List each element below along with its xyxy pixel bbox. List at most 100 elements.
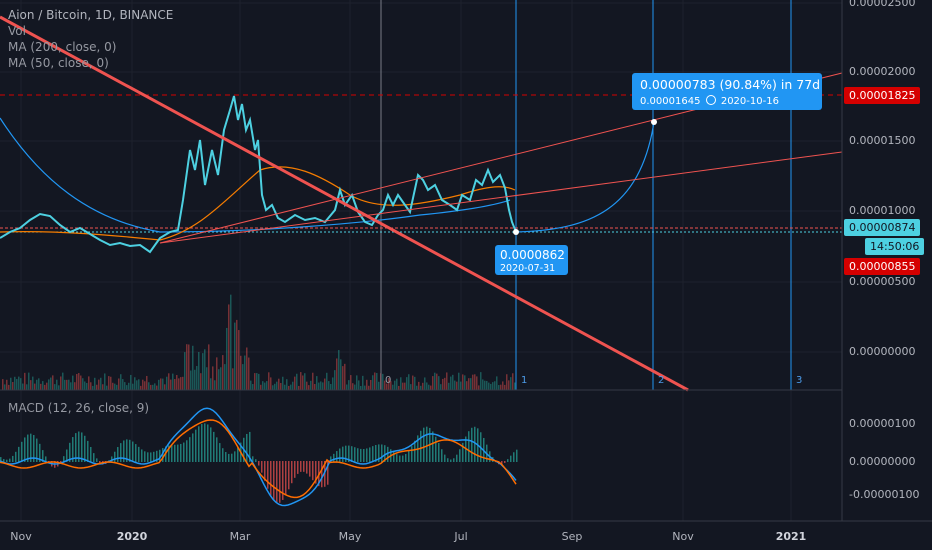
volume-bar xyxy=(164,384,166,390)
volume-bar xyxy=(296,373,298,390)
low-point-marker[interactable] xyxy=(513,229,519,235)
volume-bar xyxy=(276,381,278,390)
volume-bar xyxy=(200,373,202,390)
symbol-title[interactable]: Aion / Bitcoin, 1D, BINANCE xyxy=(8,8,174,22)
volume-bar xyxy=(190,370,192,390)
volume-bar xyxy=(290,384,292,390)
uptrend-channel-mid[interactable] xyxy=(159,151,843,244)
low-callout[interactable]: 0.0000862 2020-07-31 xyxy=(495,245,568,275)
macd-histogram-bar xyxy=(516,449,518,462)
measure-callout[interactable]: 0.00000783 (90.84%) in 77d 0.00001645 20… xyxy=(632,73,822,110)
macd-histogram-bar xyxy=(9,458,11,462)
macd-histogram-bar xyxy=(294,461,296,478)
volume-bar xyxy=(212,366,214,390)
volume-bar xyxy=(52,375,54,390)
macd-histogram-bar xyxy=(366,448,368,462)
macd-histogram-bar xyxy=(246,433,248,462)
macd-histogram-bar xyxy=(348,445,350,462)
macd-histogram-bar xyxy=(210,427,212,462)
legend-ma50[interactable]: MA (50, close, 0) xyxy=(8,56,109,70)
macd-histogram-bar xyxy=(300,461,302,472)
countdown-tag: 14:50:06 xyxy=(865,238,925,255)
volume-bar xyxy=(504,384,506,390)
volume-bar xyxy=(514,382,516,390)
macd-histogram-bar xyxy=(12,455,14,462)
legend-vol[interactable]: Vol xyxy=(8,24,26,38)
volume-bar xyxy=(286,379,288,390)
macd-histogram-bar xyxy=(426,426,428,462)
macd-histogram-bar xyxy=(387,446,389,462)
legend-ma200[interactable]: MA (200, close, 0) xyxy=(8,40,117,54)
volume-bar xyxy=(360,385,362,390)
volume-bar xyxy=(446,372,448,390)
volume-bar xyxy=(270,377,272,390)
volume-bar xyxy=(28,372,30,390)
legend-macd[interactable]: MACD (12, 26, close, 9) xyxy=(8,401,150,415)
volume-bar xyxy=(108,376,110,390)
macd-histogram-bar xyxy=(405,453,407,462)
macd-histogram-bar xyxy=(150,452,152,462)
volume-bar xyxy=(350,375,352,390)
volume-bar xyxy=(66,379,68,390)
macd-histogram-bar xyxy=(288,461,290,490)
volume-bar xyxy=(410,384,412,390)
volume-bar xyxy=(240,355,242,390)
volume-bar xyxy=(264,382,266,390)
macd-histogram-bar xyxy=(126,439,128,462)
volume-bar xyxy=(316,376,318,390)
volume-bar xyxy=(4,384,6,390)
macd-histogram-bar xyxy=(363,449,365,462)
volume-bar xyxy=(348,380,350,390)
downtrend-line[interactable] xyxy=(0,15,689,392)
volume-bar xyxy=(458,372,460,390)
volume-bar xyxy=(258,373,260,390)
volume-bar xyxy=(86,382,88,390)
time-tick: Nov xyxy=(672,530,694,543)
macd-histogram-bar xyxy=(321,461,323,488)
clock-icon xyxy=(705,95,716,105)
macd-histogram-bar xyxy=(462,442,464,462)
volume-bar xyxy=(32,376,34,390)
volume-bar xyxy=(70,382,72,390)
macd-histogram-bar xyxy=(219,443,221,462)
macd-histogram-bar xyxy=(474,426,476,462)
volume-bar xyxy=(138,379,140,390)
volume-bar xyxy=(136,380,138,390)
time-tick: Mar xyxy=(229,530,251,543)
macd-histogram-bar xyxy=(90,446,92,462)
macd-histogram-bar xyxy=(87,440,89,462)
target-point-marker[interactable] xyxy=(651,119,657,125)
macd-histogram-bar xyxy=(375,444,377,462)
macd-histogram-bar xyxy=(453,458,455,462)
volume-bar xyxy=(314,383,316,390)
volume-bar xyxy=(292,381,294,390)
macd-histogram-bar xyxy=(27,434,29,462)
macd-histogram-bar xyxy=(336,451,338,462)
macd-histogram-bar xyxy=(21,441,23,462)
volume-bar xyxy=(404,382,406,390)
macd-tick: 0.00000100 xyxy=(849,417,916,430)
macd-histogram-bar xyxy=(66,449,68,462)
volume-bar xyxy=(116,384,118,390)
volume-bar xyxy=(306,381,308,390)
macd-histogram-bar xyxy=(264,461,266,481)
macd-histogram-bar xyxy=(213,431,215,462)
macd-histogram-bar xyxy=(195,429,197,462)
macd-histogram-bar xyxy=(99,461,101,464)
macd-histogram-bar xyxy=(186,440,188,462)
macd-histogram-bar xyxy=(369,447,371,462)
volume-bar xyxy=(282,376,284,390)
measure-callout-line2: 0.00001645 2020-10-16 xyxy=(640,95,779,107)
macd-histogram-bar xyxy=(171,444,173,462)
macd-tick: -0.00000100 xyxy=(849,488,920,501)
volume-bar xyxy=(18,376,20,390)
volume-bar xyxy=(222,355,224,390)
volume-bar xyxy=(100,377,102,390)
measure-target-date: 2020-10-16 xyxy=(720,96,779,107)
volume-bar xyxy=(462,374,464,390)
volume-bar xyxy=(398,385,400,390)
projection-curve[interactable] xyxy=(515,121,655,233)
volume-bar xyxy=(390,381,392,390)
volume-bar xyxy=(186,344,188,390)
